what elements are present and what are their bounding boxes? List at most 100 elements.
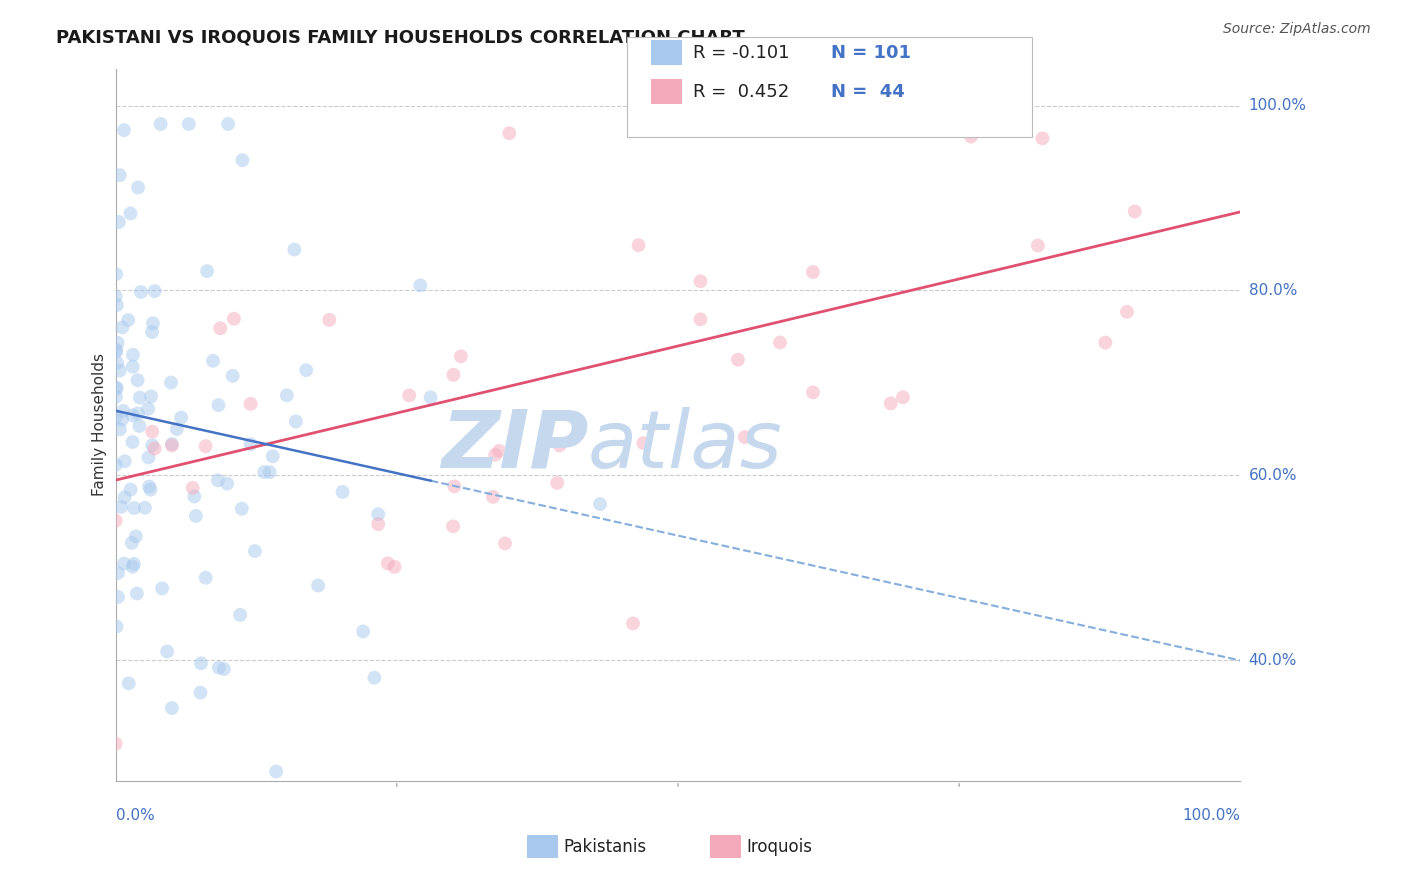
Text: 100.0%: 100.0% (1182, 808, 1240, 823)
Point (239, 437, 262, 451)
Point (332, 484, 354, 499)
Point (118, 676, 141, 690)
Point (121, 559, 143, 574)
Point (548, 438, 571, 452)
Point (104, 289, 127, 303)
Point (156, 644, 179, 658)
Point (105, 356, 128, 370)
Point (110, 500, 132, 514)
Point (190, 686, 212, 700)
Point (121, 409, 143, 423)
Point (231, 501, 253, 516)
Point (114, 491, 136, 505)
Point (398, 388, 420, 402)
Text: R =  0.452: R = 0.452 (693, 83, 789, 101)
Point (177, 117, 200, 131)
Point (122, 557, 145, 571)
Point (114, 454, 136, 468)
Point (139, 390, 162, 404)
Point (108, 215, 131, 229)
Point (212, 662, 235, 676)
Point (150, 582, 173, 596)
Point (104, 514, 127, 528)
Point (121, 359, 143, 374)
Point (441, 368, 464, 382)
Point (104, 390, 127, 404)
Text: 80.0%: 80.0% (1249, 283, 1296, 298)
Point (107, 566, 129, 580)
Point (127, 373, 149, 387)
Text: 60.0%: 60.0% (1249, 468, 1298, 483)
Point (121, 536, 143, 550)
Point (318, 313, 340, 327)
Point (207, 474, 229, 488)
Point (367, 507, 389, 521)
Point (295, 363, 318, 377)
Point (127, 407, 149, 421)
Point (484, 448, 506, 462)
Point (367, 517, 389, 532)
Point (488, 443, 510, 458)
Point (104, 410, 127, 425)
Point (259, 465, 281, 479)
Point (170, 410, 193, 425)
Point (209, 321, 232, 335)
Point (801, 265, 824, 279)
Text: N =  44: N = 44 (831, 83, 904, 101)
Point (217, 476, 239, 491)
Point (546, 475, 568, 490)
Point (128, 419, 150, 434)
Point (880, 396, 903, 410)
Point (149, 117, 172, 131)
Text: R = -0.101: R = -0.101 (693, 44, 790, 62)
Point (143, 442, 166, 456)
Point (1031, 131, 1053, 145)
Point (384, 559, 406, 574)
Point (801, 385, 824, 400)
Text: Pakistanis: Pakistanis (564, 838, 647, 855)
Point (1123, 204, 1146, 219)
Point (143, 284, 166, 298)
Point (264, 764, 287, 779)
Text: N = 101: N = 101 (831, 44, 911, 62)
Point (127, 180, 149, 194)
Point (443, 479, 465, 493)
Point (105, 344, 128, 359)
Point (111, 320, 134, 334)
Point (112, 557, 135, 571)
Point (194, 439, 217, 453)
Point (207, 398, 229, 412)
Point (960, 129, 983, 144)
Point (222, 311, 245, 326)
Point (689, 274, 711, 288)
Point (120, 206, 142, 220)
Point (409, 278, 432, 293)
Point (253, 465, 276, 479)
Point (166, 422, 188, 436)
Point (141, 325, 163, 339)
Point (589, 497, 612, 511)
Point (194, 571, 217, 585)
Point (441, 519, 464, 533)
Point (1116, 305, 1139, 319)
Point (112, 404, 135, 418)
Point (122, 501, 145, 516)
Point (108, 422, 131, 436)
Point (122, 348, 145, 362)
Point (184, 508, 207, 523)
Text: Iroquois: Iroquois (747, 838, 813, 855)
Text: 100.0%: 100.0% (1249, 98, 1306, 113)
Point (377, 557, 399, 571)
Point (419, 391, 441, 405)
Point (107, 335, 129, 350)
Point (195, 264, 218, 278)
Point (208, 660, 231, 674)
Point (284, 414, 307, 428)
Point (727, 352, 749, 367)
Text: atlas: atlas (588, 407, 783, 485)
Point (139, 483, 162, 497)
Point (689, 312, 711, 326)
Point (217, 117, 239, 131)
Point (112, 123, 135, 137)
Point (633, 436, 655, 450)
